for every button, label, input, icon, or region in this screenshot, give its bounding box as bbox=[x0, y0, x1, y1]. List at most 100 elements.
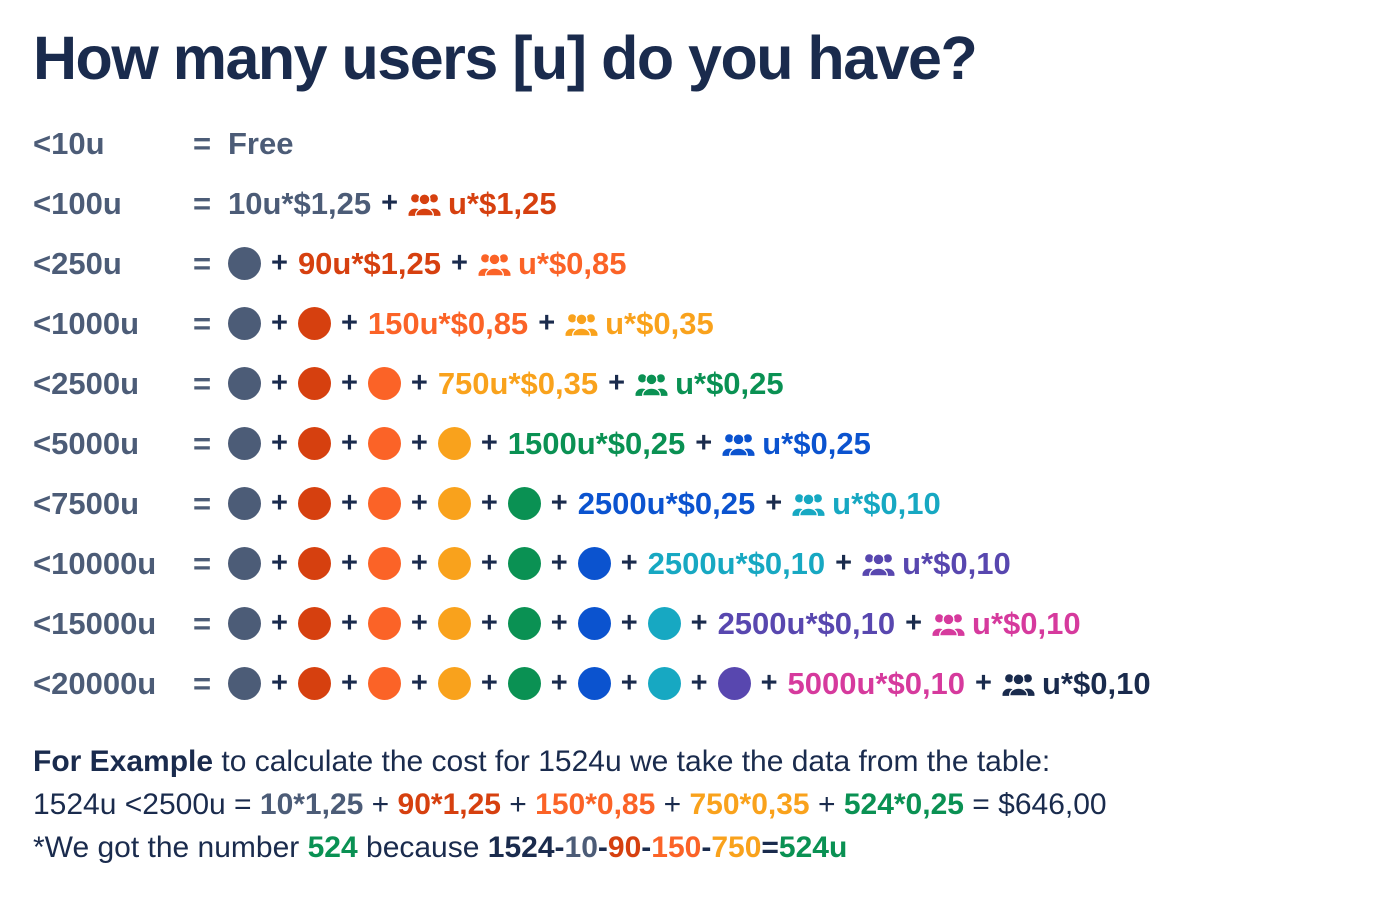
tier-price-term: 1500u*$0,25 bbox=[507, 425, 686, 461]
example-text-segment: - bbox=[597, 830, 608, 864]
pricing-tier-list: <10u = Free <100u = 10u*$1,25 + u*$1,25 <250u = +9… bbox=[33, 114, 1363, 714]
plus-sign: + bbox=[451, 247, 468, 280]
tier-row: <1000u = + +150u*$0,85 + u*$0,35 bbox=[33, 294, 1363, 354]
tier-dot-amber bbox=[437, 487, 471, 521]
tier-row: <10u = Free bbox=[33, 114, 1363, 174]
plus-sign: + bbox=[410, 607, 428, 640]
tier-dot-blue bbox=[577, 667, 611, 701]
tier-dot-red bbox=[297, 307, 331, 341]
example-text-segment: - bbox=[701, 830, 712, 864]
additional-users-term: u*$0,35 bbox=[565, 306, 714, 342]
example-text-segment: 90 bbox=[607, 830, 642, 864]
example-text-segment: + bbox=[655, 787, 690, 821]
tier-dot-orange bbox=[367, 607, 401, 641]
tier-formula-content: + +150u*$0,85 + u*$0,35 bbox=[228, 306, 714, 342]
plus-sign: + bbox=[480, 547, 498, 580]
tier-price-term: 750u*$0,35 bbox=[437, 365, 599, 401]
plus-sign: + bbox=[410, 367, 428, 400]
tier-label: <10u bbox=[33, 125, 105, 161]
tier-formula-content: Free bbox=[228, 126, 293, 162]
equals-sign: = bbox=[193, 125, 212, 161]
tier-dot-slate bbox=[228, 367, 261, 401]
example-text-segment: = $646,00 bbox=[963, 787, 1107, 821]
tier-price-term: Free bbox=[228, 125, 294, 161]
users-icon bbox=[862, 553, 895, 577]
example-text-segment: 10*1,25 bbox=[259, 787, 364, 821]
additional-users-term: u*$0,10 bbox=[792, 486, 941, 522]
tier-label: <20000u bbox=[33, 665, 157, 701]
plus-sign: + bbox=[271, 427, 288, 460]
example-text-segment: 1524 bbox=[487, 830, 555, 864]
plus-sign: + bbox=[620, 667, 638, 700]
additional-users-price: u*$0,25 bbox=[762, 425, 871, 461]
additional-users-price: u*$0,85 bbox=[517, 245, 627, 281]
users-icon bbox=[635, 373, 668, 397]
plus-sign: + bbox=[271, 607, 288, 640]
tier-price-term: 2500u*$0,10 bbox=[717, 605, 896, 641]
tier-price-term: 2500u*$0,25 bbox=[577, 485, 756, 521]
tier-dot-orange bbox=[367, 367, 401, 401]
example-text-segment: to calculate the cost for 1524u we take … bbox=[213, 744, 1051, 778]
tier-row: <10000u = + + + + + +2500u*$0,10 + u*$0,10 bbox=[33, 534, 1363, 594]
tier-formula-content: + + + +1500u*$0,25 + u*$0,25 bbox=[228, 426, 871, 462]
example-text-segment: because bbox=[357, 830, 488, 864]
example-text-segment: *We got the number bbox=[33, 830, 308, 864]
additional-users-price: u*$0,35 bbox=[605, 305, 714, 341]
plus-sign: + bbox=[550, 487, 568, 520]
tier-dot-red bbox=[297, 487, 331, 521]
additional-users-term: u*$0,25 bbox=[635, 366, 784, 402]
plus-sign: + bbox=[340, 367, 358, 400]
example-text-segment: For Example bbox=[33, 744, 214, 778]
plus-sign: + bbox=[340, 607, 358, 640]
plus-sign: + bbox=[410, 487, 428, 520]
plus-sign: + bbox=[381, 187, 398, 220]
example-text-segment: 150 bbox=[651, 830, 702, 864]
equals-sign: = bbox=[193, 185, 212, 221]
plus-sign: + bbox=[340, 487, 358, 520]
plus-sign: + bbox=[271, 667, 288, 700]
plus-sign: + bbox=[550, 607, 568, 640]
tier-formula-content: + + + + +2500u*$0,25 + u*$0,10 bbox=[228, 486, 941, 522]
additional-users-term: u*$0,10 bbox=[1002, 666, 1151, 702]
tier-dot-red bbox=[297, 427, 331, 461]
tier-dot-amber bbox=[437, 607, 471, 641]
tier-row: <7500u = + + + + +2500u*$0,25 + u*$0,10 bbox=[33, 474, 1363, 534]
tier-dot-slate bbox=[228, 247, 261, 281]
example-line: For Example to calculate the cost for 15… bbox=[33, 740, 1363, 783]
tier-dot-amber bbox=[437, 427, 471, 461]
tier-price-term: 2500u*$0,10 bbox=[647, 545, 826, 581]
tier-dot-amber bbox=[437, 667, 471, 701]
tier-dot-red bbox=[297, 667, 331, 701]
tier-row: <20000u = + + + + + + + +5000u*$0,10 + u*$0,10 bbox=[33, 654, 1363, 714]
tier-price-term: 10u*$1,25 bbox=[228, 185, 372, 221]
plus-sign: + bbox=[765, 487, 783, 520]
tier-dot-green bbox=[507, 547, 541, 581]
example-text-segment: 524 bbox=[307, 830, 358, 864]
plus-sign: + bbox=[271, 247, 288, 280]
users-icon bbox=[792, 493, 825, 517]
tier-label: <100u bbox=[33, 185, 122, 221]
plus-sign: + bbox=[550, 667, 568, 700]
example-text-segment: 150*0,85 bbox=[535, 787, 656, 821]
tier-label: <10000u bbox=[33, 545, 157, 581]
plus-sign: + bbox=[410, 667, 428, 700]
plus-sign: + bbox=[690, 667, 708, 700]
users-icon bbox=[722, 433, 755, 457]
tier-dot-slate bbox=[228, 547, 261, 581]
plus-sign: + bbox=[480, 667, 498, 700]
plus-sign: + bbox=[905, 607, 923, 640]
plus-sign: + bbox=[835, 547, 853, 580]
example-text-segment: - bbox=[641, 830, 652, 864]
tier-dot-teal bbox=[647, 607, 681, 641]
tier-dot-orange bbox=[367, 667, 401, 701]
plus-sign: + bbox=[620, 547, 638, 580]
users-icon bbox=[565, 313, 598, 337]
tier-formula-content: + + +750u*$0,35 + u*$0,25 bbox=[228, 366, 784, 402]
tier-dot-green bbox=[507, 667, 541, 701]
plus-sign: + bbox=[550, 547, 568, 580]
plus-sign: + bbox=[620, 607, 638, 640]
tier-dot-orange bbox=[367, 547, 401, 581]
example-text-segment: 10 bbox=[564, 830, 598, 864]
equals-sign: = bbox=[193, 665, 212, 701]
additional-users-term: u*$0,25 bbox=[722, 426, 871, 462]
